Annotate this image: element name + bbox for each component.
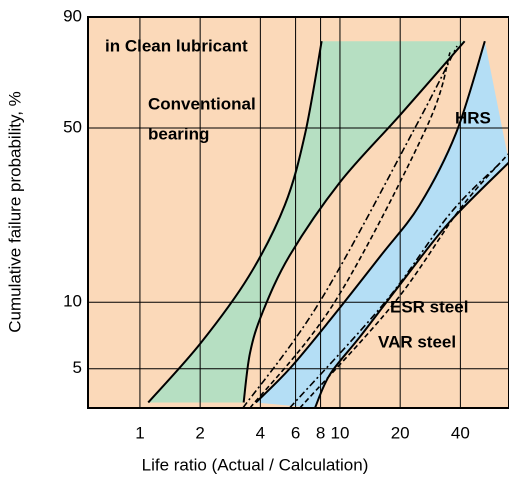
annotation: bearing (148, 124, 209, 143)
y-tick-label: 10 (63, 292, 82, 311)
annotation: HRS (455, 108, 491, 127)
plot-frame (87, 16, 509, 409)
x-tick-label: 20 (391, 423, 410, 442)
x-tick-label: 2 (195, 423, 204, 442)
x-axis-label: Life ratio (Actual / Calculation) (142, 455, 369, 474)
band-edge (255, 40, 486, 404)
y-tick-label: 5 (73, 358, 82, 377)
y-tick-label: 90 (63, 6, 82, 25)
x-tick-label: 1 (135, 423, 144, 442)
line (299, 152, 509, 408)
line (249, 52, 451, 408)
x-tick-label: 4 (256, 423, 265, 442)
annotation: Conventional (148, 94, 256, 113)
y-tick-label: 50 (63, 117, 82, 136)
line (288, 162, 501, 408)
x-tick-label: 10 (330, 423, 349, 442)
x-tick-label: 6 (291, 423, 300, 442)
band-fill (255, 41, 509, 408)
line (242, 45, 458, 408)
plot (88, 17, 509, 408)
band-edge (242, 40, 466, 403)
x-tick-label: 8 (316, 423, 325, 442)
annotation: in Clean lubricant (105, 36, 248, 55)
band-fill (148, 41, 465, 403)
annotation: VAR steel (378, 332, 456, 351)
y-axis-label: Cumulative failure probability, % (5, 91, 24, 333)
annotation: ESR steel (390, 297, 468, 316)
band-edge (147, 41, 323, 404)
x-tick-label: 40 (451, 423, 470, 442)
